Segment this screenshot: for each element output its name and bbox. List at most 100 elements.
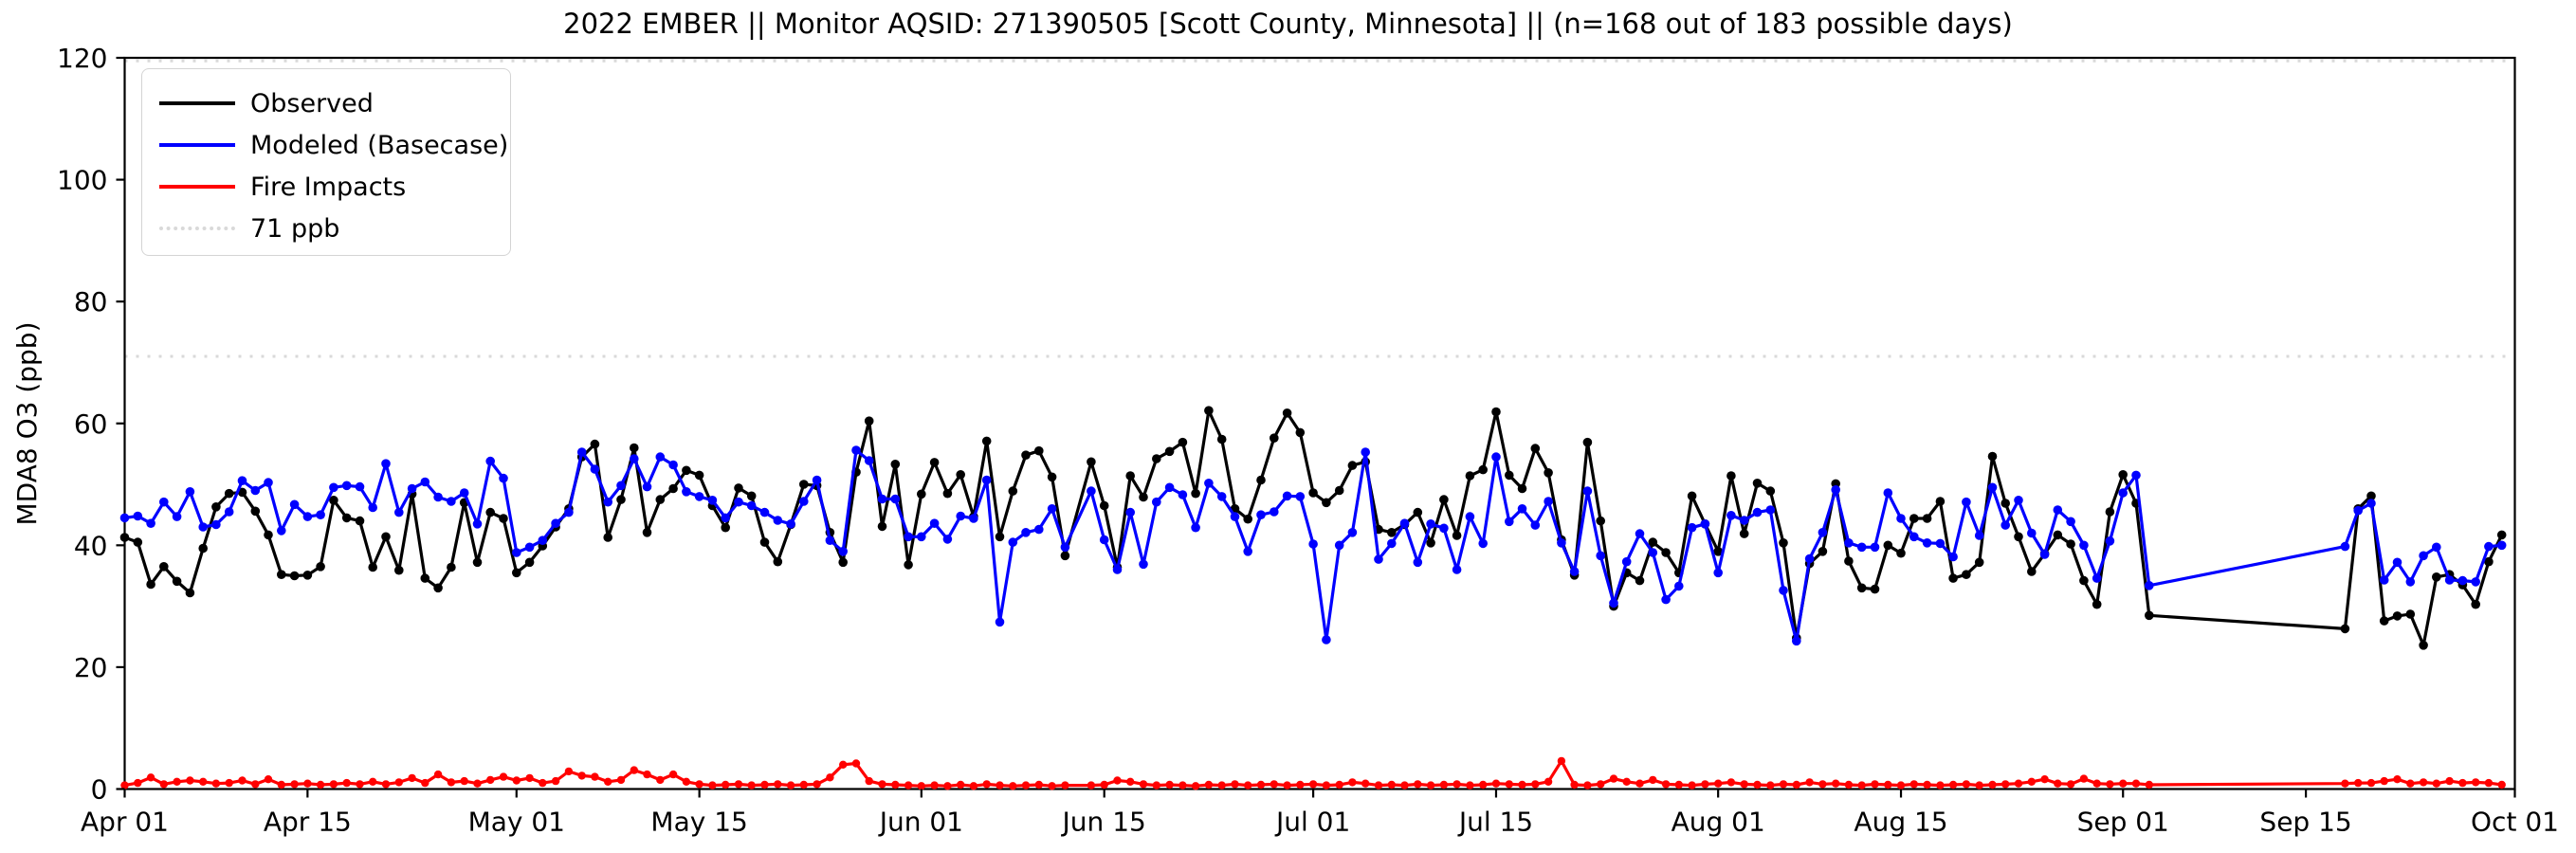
data-point <box>682 777 691 786</box>
data-point <box>2484 556 2494 567</box>
data-point <box>277 526 286 535</box>
data-point <box>1688 781 1696 789</box>
data-point <box>237 476 247 485</box>
data-point <box>512 548 521 557</box>
data-point <box>421 778 429 788</box>
data-point <box>2340 541 2350 552</box>
data-point <box>2105 507 2115 517</box>
data-point <box>277 780 285 789</box>
data-point <box>1165 780 1174 789</box>
data-point <box>159 780 168 789</box>
data-point <box>1061 781 1069 789</box>
data-point <box>1948 780 1958 789</box>
data-point <box>1426 538 1435 548</box>
data-point <box>1517 504 1527 514</box>
data-point <box>1544 468 1553 478</box>
data-point <box>1426 781 1435 789</box>
data-point <box>433 583 443 593</box>
data-point <box>369 777 377 786</box>
data-point <box>133 511 143 521</box>
data-point <box>630 454 639 463</box>
data-point <box>1609 774 1618 783</box>
data-point <box>1714 779 1723 788</box>
data-point <box>1635 779 1644 788</box>
data-point <box>1635 575 1645 586</box>
data-point <box>1661 594 1671 605</box>
data-point <box>1335 780 1343 789</box>
data-point <box>2066 780 2075 789</box>
data-point <box>2066 539 2075 549</box>
data-point <box>2457 575 2468 586</box>
data-point <box>851 445 861 455</box>
data-point <box>316 780 325 789</box>
data-point <box>734 497 743 507</box>
data-point <box>1152 497 1161 507</box>
data-point <box>2001 780 2010 789</box>
data-point <box>1948 552 1958 562</box>
data-point <box>1139 559 1148 570</box>
data-point <box>1936 781 1945 789</box>
data-point <box>381 780 391 789</box>
data-point <box>2379 616 2389 626</box>
data-point <box>251 780 260 789</box>
series-line <box>124 448 2502 643</box>
data-point <box>904 532 913 542</box>
data-point <box>1517 483 1527 494</box>
data-point <box>1909 780 1919 789</box>
data-point <box>786 781 795 789</box>
data-point <box>1021 528 1031 537</box>
data-point <box>172 576 182 587</box>
data-point <box>981 436 992 446</box>
data-point <box>1374 781 1383 789</box>
data-point <box>225 778 233 788</box>
data-point <box>329 780 338 789</box>
data-point <box>890 494 901 504</box>
data-point <box>930 781 939 789</box>
legend-item-71ppb: 71 ppb <box>159 208 510 249</box>
data-point <box>1923 780 1931 789</box>
data-point <box>1687 491 1697 501</box>
data-point <box>1021 450 1031 461</box>
data-point <box>838 557 848 568</box>
data-point <box>1544 497 1553 506</box>
data-point <box>2053 505 2063 515</box>
data-point <box>1178 437 1188 447</box>
data-point <box>1818 528 1828 537</box>
data-point <box>264 478 273 487</box>
data-point <box>1413 507 1423 517</box>
data-point <box>1204 479 1214 488</box>
data-point <box>1765 505 1776 515</box>
data-point <box>250 485 261 496</box>
data-point <box>1244 781 1252 789</box>
data-point <box>1008 486 1018 496</box>
data-point <box>773 556 783 567</box>
data-point <box>2484 778 2494 788</box>
data-point <box>1909 514 1919 523</box>
data-point <box>211 779 221 788</box>
data-point <box>1818 780 1827 789</box>
modeled-line-swatch <box>159 143 235 147</box>
data-point <box>289 571 300 581</box>
data-point <box>1465 471 1475 481</box>
data-point <box>813 780 821 789</box>
data-point <box>1648 548 1658 557</box>
data-point <box>1021 781 1031 789</box>
data-point <box>1034 445 1044 456</box>
data-point <box>1491 452 1501 462</box>
data-point <box>1216 492 1227 501</box>
data-point <box>1871 780 1879 789</box>
data-point <box>146 518 155 528</box>
data-point <box>1596 516 1605 526</box>
data-point <box>1334 485 1344 496</box>
data-point <box>2145 780 2153 789</box>
data-point <box>1792 636 1801 646</box>
data-point <box>1779 538 1788 548</box>
y-tick-label: 20 <box>74 652 108 683</box>
data-point <box>1792 780 1801 789</box>
data-point <box>942 488 953 499</box>
data-point <box>394 778 403 787</box>
data-point <box>1034 524 1044 535</box>
data-point <box>942 535 953 544</box>
data-point <box>524 557 535 568</box>
